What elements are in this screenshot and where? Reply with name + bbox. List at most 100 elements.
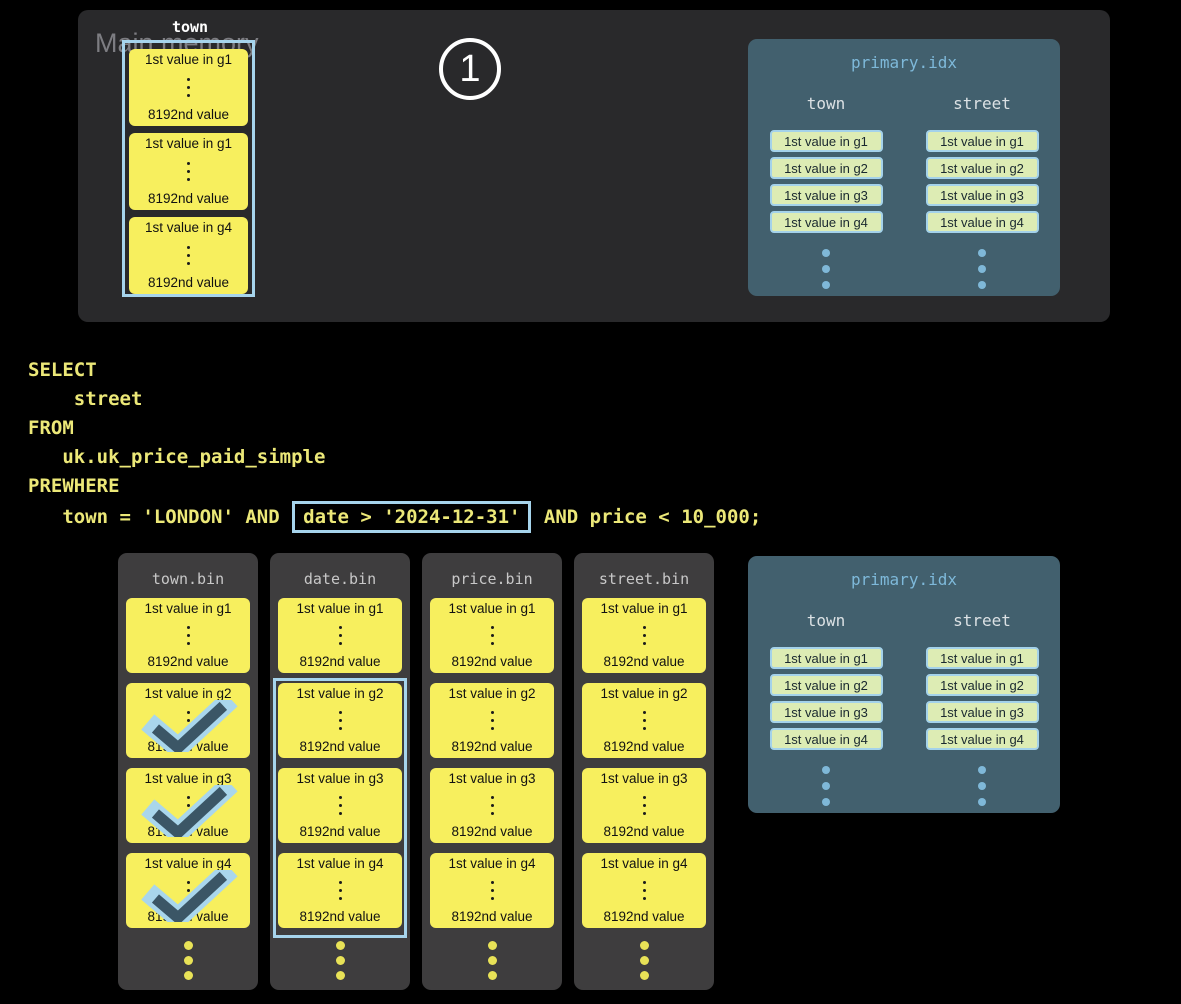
granule-last-value: 8192nd value [299,909,381,924]
granule-block: 1st value in g3 8192nd value [582,768,706,843]
sql-line-predicates: town = 'LONDON' AND date > '2024-12-31' … [28,501,761,533]
sql-line: uk.uk_price_paid_simple [28,446,326,468]
granule-first-value: 1st value in g1 [144,136,233,151]
granule-first-value: 1st value in g4 [600,856,688,871]
granule-first-value: 1st value in g4 [144,220,233,235]
granule-first-value: 1st value in g1 [448,601,536,616]
memory-granule-block: 1st value in g4 8192nd value [129,217,248,294]
ellipsis-dots-icon [978,249,986,289]
granule-last-value: 8192nd value [451,739,533,754]
checkmark-icon [141,700,238,752]
index-mark: 1st value in g2 [925,157,1039,179]
granule-last-value: 8192nd value [451,824,533,839]
ellipsis-dots-icon [118,941,258,980]
index-mark: 1st value in g2 [769,674,883,696]
ellipsis-dots-icon [822,766,830,806]
granule-block: 1st value in g1 8192nd value [430,598,554,673]
selected-town-granules-box: 1st value in g1 8192nd value 1st value i… [122,40,255,297]
primary-idx-title: primary.idx [851,53,957,72]
index-mark: 1st value in g1 [769,130,883,152]
sql-line: SELECT [28,359,97,381]
ellipsis-dots-icon [338,711,342,730]
granule-first-value: 1st value in g3 [600,771,688,786]
granule-first-value: 1st value in g1 [144,52,233,67]
ellipsis-dots-icon [642,796,646,815]
ellipsis-dots-icon [642,626,646,645]
ellipsis-dots-icon [187,162,190,181]
granule-last-value: 8192nd value [451,909,533,924]
granule-last-value: 8192nd value [603,824,685,839]
granule-last-value: 8192nd value [147,275,230,290]
granule-block: 1st value in g3 8192nd value [278,768,402,843]
ellipsis-dots-icon [490,711,494,730]
sql-predicate-date-highlighted: date > '2024-12-31' [292,501,532,533]
price-bin-panel: price.bin 1st value in g1 8192nd value 1… [422,553,562,990]
index-mark: 1st value in g3 [925,701,1039,723]
sql-predicate-price: AND price < 10_000; [543,506,762,528]
index-column-header-town: town [806,611,846,630]
step-1-badge: 1 [439,38,501,100]
granule-block-checked: 1st value in g3 8192nd value [126,768,250,843]
granule-last-value: 8192nd value [299,739,381,754]
granule-last-value: 8192nd value [147,654,229,669]
granule-block-checked: 1st value in g2 8192nd value [126,683,250,758]
granule-last-value: 8192nd value [147,107,230,122]
ellipsis-dots-icon [642,711,646,730]
index-mark: 1st value in g1 [925,130,1039,152]
street-bin-panel: street.bin 1st value in g1 8192nd value … [574,553,714,990]
ellipsis-dots-icon [490,626,494,645]
granule-first-value: 1st value in g4 [144,856,232,871]
index-mark: 1st value in g3 [769,701,883,723]
ellipsis-dots-icon [822,249,830,289]
sql-line: PREWHERE [28,475,120,497]
granule-first-value: 1st value in g1 [296,601,384,616]
bin-file-name: date.bin [303,570,377,588]
checkmark-icon [141,870,238,922]
granule-last-value: 8192nd value [603,654,685,669]
index-column-header-town: town [806,94,846,113]
granule-first-value: 1st value in g3 [144,771,232,786]
index-column-header-street: street [953,94,1011,113]
index-mark: 1st value in g4 [769,728,883,750]
memory-granule-block: 1st value in g1 8192nd value [129,49,248,126]
granule-first-value: 1st value in g4 [448,856,536,871]
ellipsis-dots-icon [422,941,562,980]
bin-file-name: street.bin [598,570,690,588]
primary-idx-panel-top: primary.idx town street 1st value in g1 … [748,39,1060,296]
granule-first-value: 1st value in g1 [600,601,688,616]
granule-first-value: 1st value in g1 [144,601,232,616]
ellipsis-dots-icon [490,881,494,900]
granule-last-value: 8192nd value [299,824,381,839]
granule-first-value: 1st value in g2 [448,686,536,701]
primary-idx-panel-bottom: primary.idx town street 1st value in g1 … [748,556,1060,813]
ellipsis-dots-icon [338,626,342,645]
granule-block: 1st value in g2 8192nd value [430,683,554,758]
ellipsis-dots-icon [338,796,342,815]
town-bin-panel: town.bin 1st value in g1 8192nd value 1s… [118,553,258,990]
granule-block: 1st value in g2 8192nd value [582,683,706,758]
index-mark: 1st value in g4 [925,211,1039,233]
ellipsis-dots-icon [270,941,410,980]
ellipsis-dots-icon [338,881,342,900]
granule-block: 1st value in g2 8192nd value [278,683,402,758]
index-mark: 1st value in g4 [925,728,1039,750]
granule-first-value: 1st value in g2 [296,686,384,701]
bin-file-name: price.bin [451,570,533,588]
bin-file-name: town.bin [151,570,225,588]
index-column-header-street: street [953,611,1011,630]
index-street-column: 1st value in g1 1st value in g2 1st valu… [904,647,1060,806]
date-bin-panel: date.bin 1st value in g1 8192nd value 1s… [270,553,410,990]
index-mark: 1st value in g3 [925,184,1039,206]
granule-block: 1st value in g1 8192nd value [582,598,706,673]
granule-last-value: 8192nd value [299,654,381,669]
granule-last-value: 8192nd value [147,191,230,206]
granule-first-value: 1st value in g3 [448,771,536,786]
index-mark: 1st value in g1 [769,647,883,669]
granule-first-value: 1st value in g2 [144,686,232,701]
checkmark-icon [141,785,238,837]
granule-block: 1st value in g1 8192nd value [126,598,250,673]
index-mark: 1st value in g1 [925,647,1039,669]
sql-predicate-town: town = 'LONDON' AND [28,506,280,528]
ellipsis-dots-icon [574,941,714,980]
